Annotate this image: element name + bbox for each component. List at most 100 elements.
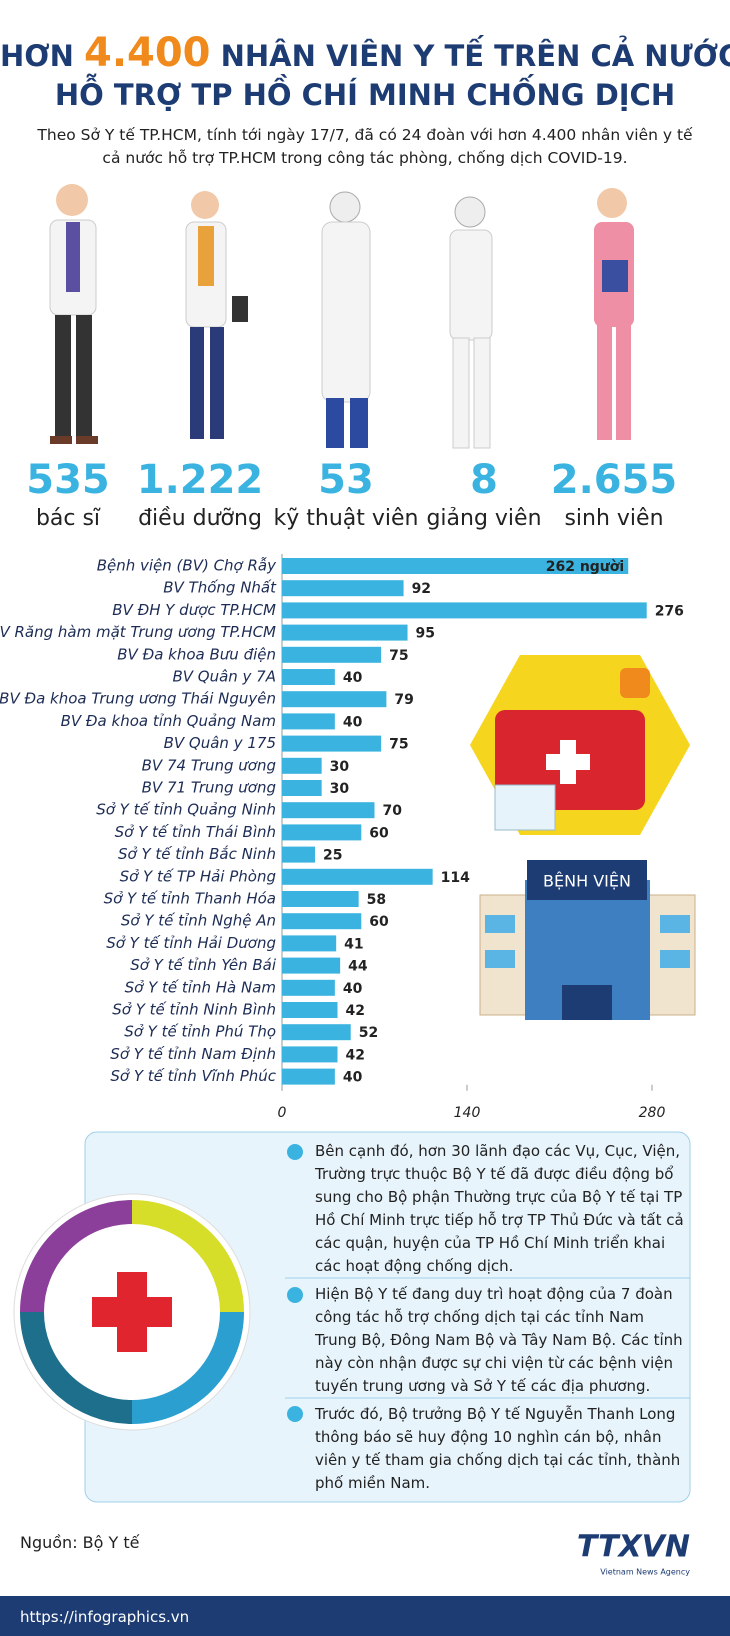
bar (282, 580, 404, 597)
x-tick-label: 140 (454, 1105, 481, 1121)
x-tick-label: 0 (278, 1105, 287, 1121)
category-label: Sở Y tế tỉnh Phú Thọ (124, 1023, 276, 1041)
bar (282, 669, 335, 685)
category-label: Sở Y tế tỉnh Bắc Ninh (118, 845, 276, 863)
bar (282, 868, 433, 885)
value-label: 75 (389, 648, 408, 664)
value-label: 30 (330, 781, 350, 797)
value-label: 40 (343, 670, 363, 686)
value-label: 25 (323, 848, 342, 864)
category-label: Sở Y tế tỉnh Thái Bình (115, 823, 276, 841)
bar (282, 979, 335, 996)
bar (282, 957, 341, 974)
value-label: 92 (412, 581, 431, 597)
category-label: BV Đa khoa Bưu điện (117, 645, 276, 663)
category-label: BV Đa khoa Trung ương Thái Nguyên (0, 690, 276, 708)
bar (282, 1046, 338, 1063)
value-label: 58 (367, 892, 386, 908)
bar-chart: 0 140 280 Bệnh viện (BV) Chợ Rẫy 262 người BV… (0, 554, 684, 1121)
category-label: Sở Y tế tỉnh Vĩnh Phúc (110, 1067, 276, 1085)
bar (282, 891, 359, 907)
bar (282, 935, 337, 952)
stat-label: sinh viên (564, 506, 664, 531)
value-label: 41 (344, 936, 363, 952)
hospital-illustration: BỆNH VIỆN (479, 860, 696, 1020)
bar (282, 802, 375, 819)
figure-student (594, 188, 634, 440)
value-label: 30 (330, 759, 350, 775)
note: Bên cạnh đó, hơn 30 lãnh đạo các Vụ, Cục… (315, 1142, 684, 1275)
stat: 53 kỹ thuật viên (271, 456, 421, 534)
title-rest: NHÂN VIÊN Y TẾ TRÊN CẢ NƯỚC (220, 39, 730, 73)
figure-nurse (185, 191, 248, 439)
category-label: Sở Y tế tỉnh Thanh Hóa (104, 890, 276, 908)
stat: 1.222 điều dưỡng (125, 456, 275, 534)
title: HƠN 4.400 NHÂN VIÊN Y TẾ TRÊN CẢ NƯỚC (0, 30, 730, 76)
value-label: 276 (655, 603, 684, 619)
category-label: BV 71 Trung ương (142, 779, 276, 797)
category-label: Sở Y tế tỉnh Nghệ An (121, 912, 276, 930)
bar (282, 558, 629, 574)
note: Hiện Bộ Y tế đang duy trì hoạt động của … (315, 1285, 683, 1395)
value-label: 40 (343, 1070, 363, 1086)
value-label: 52 (359, 1025, 378, 1041)
stat: 2.655 sinh viên (539, 456, 689, 534)
hospital-sign: BỆNH VIỆN (543, 872, 631, 891)
value-label: 60 (369, 914, 389, 930)
first-aid-illustration (470, 655, 690, 835)
category-label: BV Quân y 7A (172, 668, 276, 686)
bar (282, 602, 647, 619)
bar (282, 624, 408, 641)
category-label: Sở Y tế tỉnh Yên Bái (130, 956, 277, 974)
source: Nguồn: Bộ Y tế (20, 1533, 140, 1552)
cross-badge (13, 1193, 251, 1431)
figure-lecturer (449, 196, 493, 449)
value-label: 60 (369, 825, 389, 841)
category-label: BV ĐH Y dược TP.HCM (112, 601, 276, 619)
bullet (287, 1287, 303, 1303)
bar (282, 913, 362, 930)
stat-value: 1.222 (136, 457, 264, 503)
value-label: 70 (383, 803, 403, 819)
bar (282, 1002, 338, 1018)
value-label: 114 (441, 870, 470, 886)
category-label: BV Đa khoa tỉnh Quảng Nam (61, 712, 276, 730)
intro: Theo Sở Y tế TP.HCM, tính tới ngày 17/7,… (37, 126, 693, 167)
category-label: BV Thống Nhất (163, 579, 277, 597)
value-label: 42 (346, 1003, 365, 1019)
bar (282, 691, 387, 708)
category-label: Sở Y tế tỉnh Quảng Ninh (96, 801, 276, 819)
logo: TTXVN (577, 1530, 690, 1565)
stat-label: bác sĩ (35, 506, 101, 531)
stat-value: 2.655 (550, 457, 678, 503)
stat-label: giảng viên (426, 506, 542, 531)
bar (282, 824, 362, 841)
category-label: Sở Y tế tỉnh Nam Định (110, 1045, 276, 1063)
bar (282, 646, 382, 663)
value-label: 40 (343, 714, 363, 730)
value-label: 79 (394, 692, 413, 708)
stat-value: 535 (26, 457, 110, 503)
figure-doctor (49, 184, 98, 444)
stat: 8 giảng viên (409, 456, 559, 534)
footer-bar (0, 1596, 730, 1636)
bar (282, 735, 382, 752)
bar (282, 713, 335, 730)
category-label: Sở Y tế TP Hải Phòng (120, 867, 276, 885)
stat-value: 53 (318, 457, 374, 503)
category-label: Sở Y tế tỉnh Hải Dương (106, 934, 276, 952)
value-label: 95 (416, 626, 435, 642)
category-label: BV 74 Trung ương (142, 756, 276, 774)
value-label: 42 (346, 1047, 365, 1063)
category-label: Sở Y tế tỉnh Hà Nam (125, 978, 276, 996)
value-label: 75 (389, 737, 408, 753)
title-line2: HỖ TRỢ TP HỒ CHÍ MINH CHỐNG DỊCH (54, 78, 676, 112)
category-label: BV Quân y 175 (164, 734, 276, 752)
stat-label: kỹ thuật viên (273, 506, 419, 531)
note: Trước đó, Bộ trưởng Bộ Y tế Nguyễn Thanh… (315, 1405, 681, 1492)
category-label: Sở Y tế tỉnh Ninh Bình (112, 1001, 276, 1019)
title-prefix: HƠN (0, 39, 74, 73)
category-label: BV Răng hàm mặt Trung ương TP.HCM (0, 623, 276, 641)
